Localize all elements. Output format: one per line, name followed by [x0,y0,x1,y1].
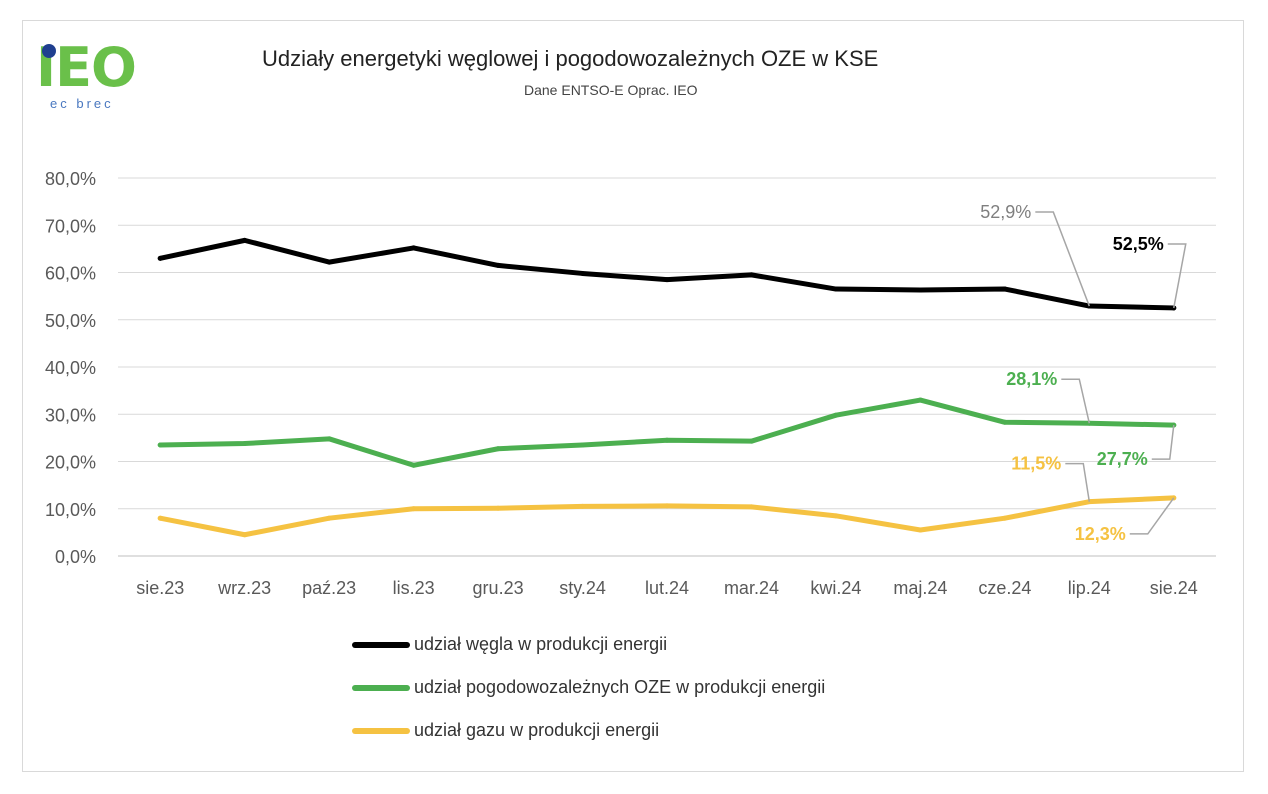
annotation-leader [1167,243,1187,309]
legend-swatch [352,728,410,734]
data-point [580,270,586,276]
x-tick-label: sie.23 [136,578,184,598]
series-line-2 [157,495,1177,538]
x-tick-label: paź.23 [302,578,356,598]
data-point [495,505,501,511]
y-tick-label: 40,0% [45,358,96,378]
chart-title: Udziały energetyki węglowej i pogodowoza… [262,46,879,71]
data-point [917,527,923,533]
legend-label: udział gazu w produkcji energii [414,720,660,740]
data-point [157,515,163,521]
data-point [1002,419,1008,425]
y-tick-label: 20,0% [45,453,96,473]
data-label: 28,1% [1006,369,1057,389]
annotation-leader [1129,497,1175,535]
annotation-leader [1065,462,1091,502]
x-tick-label: sty.24 [559,578,606,598]
data-point [242,441,248,447]
ieo-logo: IEO ec brec [36,40,176,120]
logo-dot-icon [42,44,56,58]
data-point [326,436,332,442]
x-tick-label: gru.23 [473,578,524,598]
legend-swatch [352,685,410,691]
legend-label: udział węgla w produkcji energii [414,634,668,654]
data-point [495,262,501,268]
data-point [411,245,417,251]
x-tick-label: sie.24 [1150,578,1198,598]
data-label: 52,9% [980,202,1031,222]
x-tick-label: cze.24 [978,578,1031,598]
x-tick-label: wrz.23 [217,578,271,598]
data-point [1002,515,1008,521]
y-tick-label: 70,0% [45,216,96,236]
y-tick-label: 60,0% [45,264,96,284]
data-point [664,277,670,283]
data-point [157,255,163,261]
annotation-leader [1061,378,1091,424]
annotation-leader [1035,211,1091,307]
data-point [664,437,670,443]
chart-subtitle: Dane ENTSO-E Oprac. IEO [524,82,698,98]
legend-swatch [352,642,410,648]
data-point [833,513,839,519]
data-point [917,397,923,403]
data-point [411,462,417,468]
data-label: 12,3% [1075,524,1126,544]
data-point [157,442,163,448]
y-tick-label: 10,0% [45,500,96,520]
data-point [580,503,586,509]
x-tick-label: kwi.24 [810,578,861,598]
x-tick-label: maj.24 [893,578,947,598]
annotation-leader [1151,425,1175,460]
data-point [748,438,754,444]
x-tick-label: mar.24 [724,578,779,598]
data-label: 11,5% [1011,454,1061,474]
data-point [748,272,754,278]
y-tick-label: 80,0% [45,169,96,189]
data-point [326,515,332,521]
data-point [664,503,670,509]
data-label: 52,5% [1113,234,1164,254]
chart-frame [22,20,1244,772]
data-point [580,442,586,448]
data-point [495,446,501,452]
y-tick-label: 30,0% [45,405,96,425]
data-point [917,287,923,293]
data-point [833,412,839,418]
y-tick-label: 50,0% [45,311,96,331]
data-point [242,532,248,538]
y-tick-label: 0,0% [55,547,96,567]
x-tick-label: lis.23 [393,578,435,598]
x-tick-label: lut.24 [645,578,689,598]
data-point [748,504,754,510]
data-point [833,286,839,292]
series-line-0 [157,237,1177,311]
data-point [242,237,248,243]
data-label: 27,7% [1097,449,1148,469]
data-point [326,259,332,265]
data-point [411,506,417,512]
data-point [1002,286,1008,292]
x-tick-label: lip.24 [1068,578,1111,598]
logo-subtext: ec brec [50,96,114,111]
legend-label: udział pogodowozależnych OZE w produkcji… [414,677,826,697]
